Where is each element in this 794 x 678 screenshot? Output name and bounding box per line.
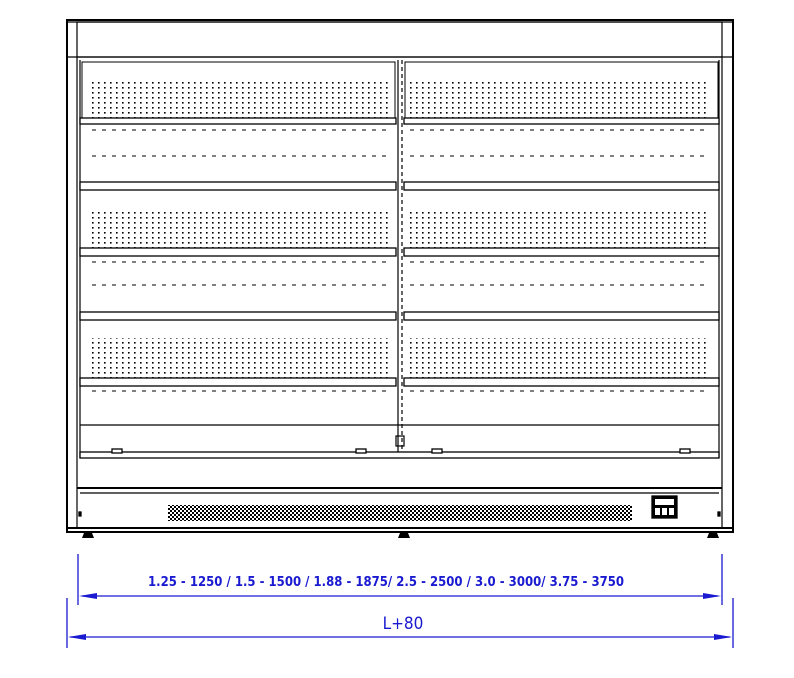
shelf-1 bbox=[79, 117, 720, 191]
inner-length-dimension: 1.25 - 1250 / 1.5 - 1500 / 1.88 - 1875/ … bbox=[148, 575, 624, 590]
back-panels bbox=[81, 61, 719, 378]
ventilation-grille bbox=[168, 505, 632, 521]
overall-length-dimension: L+80 bbox=[383, 614, 424, 634]
foot-right bbox=[707, 533, 719, 538]
outer-frame bbox=[66, 19, 734, 533]
canopy bbox=[76, 21, 723, 58]
foot-center bbox=[398, 533, 410, 538]
foot-left bbox=[82, 533, 94, 538]
case-body bbox=[66, 19, 734, 533]
dimension-lines bbox=[66, 554, 734, 648]
shelf-2 bbox=[79, 247, 720, 321]
controller-icon bbox=[651, 495, 678, 519]
feet bbox=[82, 533, 719, 538]
base bbox=[67, 424, 733, 529]
shelf-3 bbox=[79, 377, 720, 387]
shelves bbox=[79, 117, 720, 392]
